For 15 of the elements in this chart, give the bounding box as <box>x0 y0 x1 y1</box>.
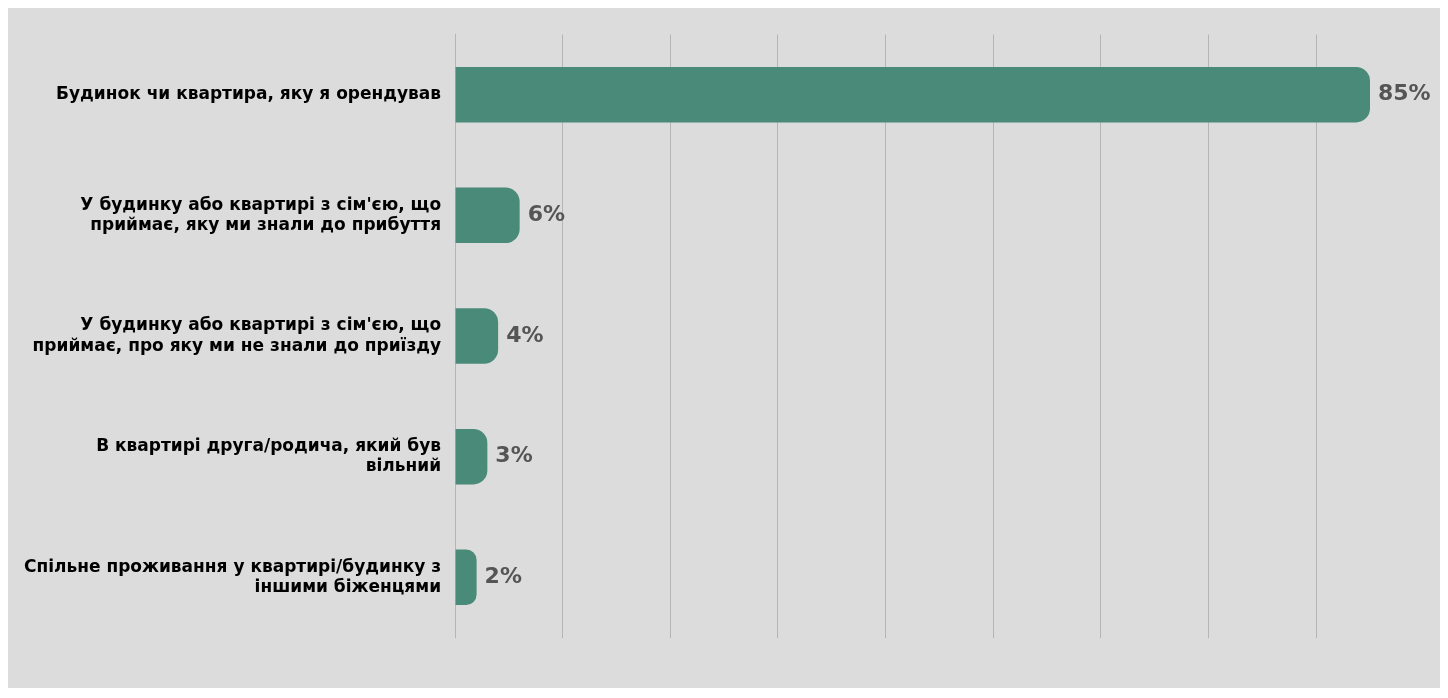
y-tick-label: Будинок чи квартира, яку я орендував <box>56 83 442 104</box>
bar <box>455 66 1370 123</box>
bar <box>455 187 520 244</box>
y-tick-label: В квартирі друга/родича, який був вільний <box>96 434 442 476</box>
data-label: 4% <box>506 321 544 347</box>
data-label: 2% <box>484 563 522 588</box>
bar <box>455 308 499 364</box>
y-tick-label: У будинку або квартирі з сім'єю, що приймає, про яку ми не знали до приїзду <box>32 314 442 355</box>
bar <box>455 549 477 606</box>
y-tick-label: У будинку або квартирі з сім'єю, що приймає, яку ми знали до прибуття <box>80 193 442 234</box>
data-label: 3% <box>495 442 533 468</box>
data-label: 85% <box>1378 80 1431 106</box>
data-label: 6% <box>527 201 566 227</box>
y-tick-label: Спільне проживання у квартирі/будинку з іншими біженцями <box>23 555 442 596</box>
bar <box>455 428 488 485</box>
